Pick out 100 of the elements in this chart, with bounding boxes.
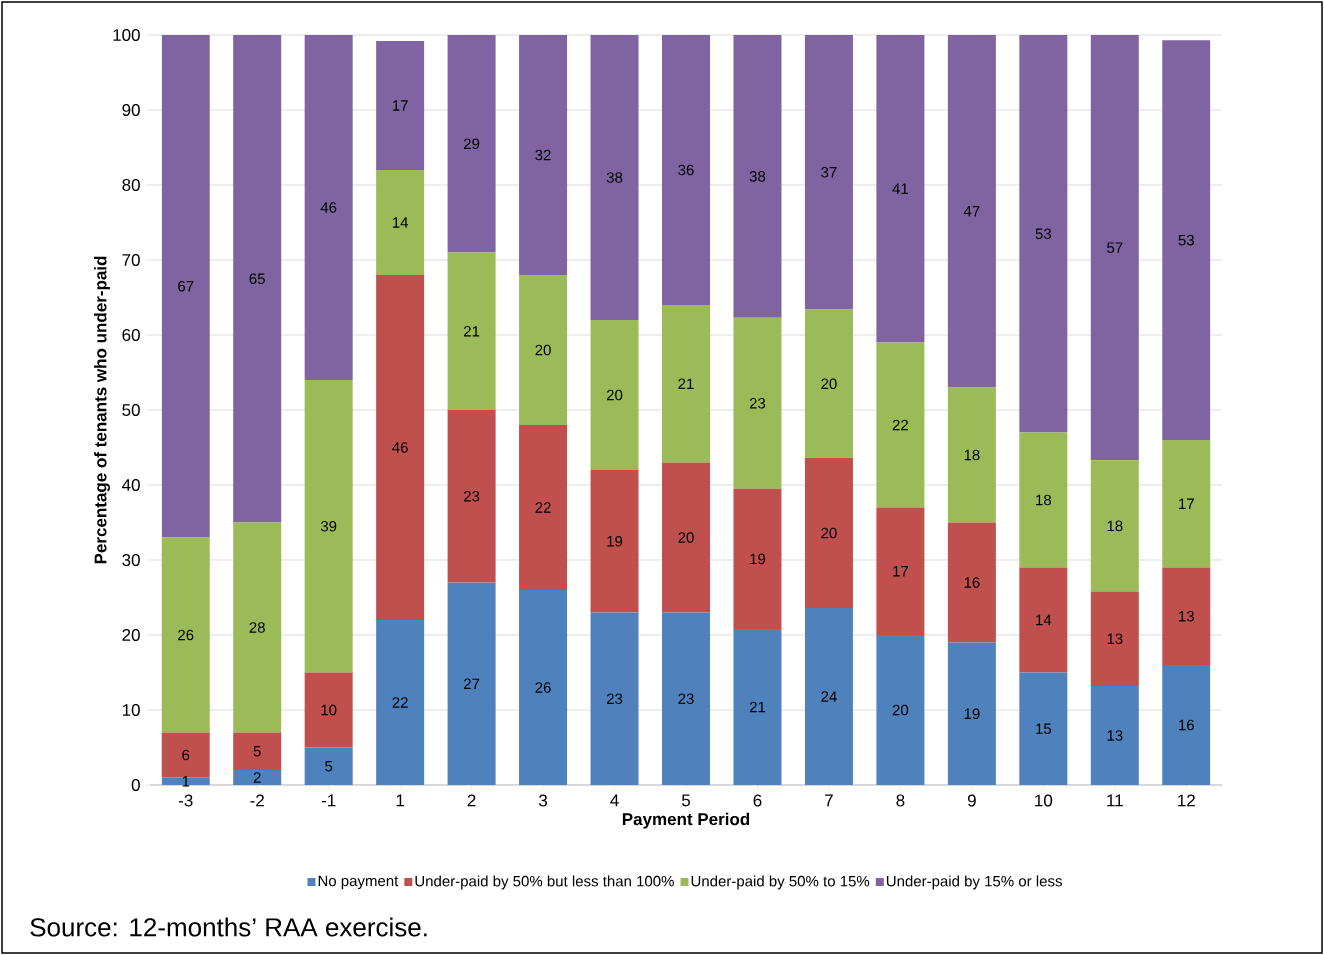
data-label: 16 <box>964 577 980 588</box>
data-label: 13 <box>1107 730 1123 741</box>
bar <box>1090 686 1139 785</box>
y-tick-label: 100 <box>113 28 140 42</box>
bar <box>519 34 568 275</box>
data-label: 18 <box>964 449 980 461</box>
x-tick-label: 7 <box>825 794 833 807</box>
data-label: 38 <box>606 172 623 183</box>
data-label: 57 <box>1107 242 1123 253</box>
y-tick-label: 20 <box>122 628 140 642</box>
bar <box>376 169 425 275</box>
y-tick-label: 90 <box>122 103 140 117</box>
y-tick-label: 70 <box>122 253 140 267</box>
bar <box>1019 672 1068 785</box>
bar <box>519 589 568 785</box>
bar <box>947 522 996 643</box>
bar <box>947 34 996 388</box>
data-label: 18 <box>1107 520 1123 532</box>
data-label: 19 <box>607 535 623 547</box>
bar <box>161 537 210 733</box>
x-tick-label: 8 <box>896 794 905 807</box>
bar <box>1019 34 1068 433</box>
data-label: 15 <box>1036 723 1052 734</box>
bar <box>376 40 425 170</box>
bar <box>733 317 782 489</box>
bar <box>876 342 925 508</box>
data-label: 17 <box>392 100 408 111</box>
x-tick-label: 10 <box>1035 794 1053 807</box>
data-label: 65 <box>249 273 265 285</box>
data-label: 6 <box>182 749 190 761</box>
data-label: 21 <box>464 326 480 337</box>
bar <box>447 409 496 583</box>
data-label: 67 <box>178 280 194 292</box>
data-label: 23 <box>464 490 480 502</box>
y-tick-label: 0 <box>131 778 140 792</box>
bar <box>376 274 425 620</box>
bar <box>590 612 639 785</box>
data-label: 5 <box>253 746 261 757</box>
data-label: 10 <box>321 704 337 716</box>
x-tick-label: 5 <box>681 794 691 807</box>
data-label: 23 <box>678 693 694 705</box>
bar <box>233 732 282 770</box>
data-label: 5 <box>325 761 333 772</box>
data-label: 26 <box>535 682 551 693</box>
bar <box>1019 567 1068 673</box>
data-label: 22 <box>535 502 551 513</box>
x-tick-label: -3 <box>178 794 193 807</box>
data-label: 20 <box>535 344 551 356</box>
y-tick-label: 60 <box>122 328 140 342</box>
data-label: 13 <box>1107 633 1123 645</box>
data-label: 2 <box>253 772 261 783</box>
data-label: 38 <box>749 171 766 182</box>
bar <box>519 424 568 590</box>
x-tick-label: 9 <box>967 794 976 807</box>
bar <box>304 379 353 673</box>
data-label: 23 <box>749 397 766 409</box>
bar <box>804 309 853 458</box>
bar <box>804 457 853 608</box>
y-tick-label: 10 <box>122 703 140 717</box>
data-label: 26 <box>178 629 194 641</box>
bar <box>1162 567 1211 665</box>
data-label: 13 <box>1179 610 1194 622</box>
bar <box>876 507 925 635</box>
data-label: 14 <box>1036 614 1052 626</box>
y-tick-label: 80 <box>122 178 140 192</box>
x-tick-label: 11 <box>1107 794 1123 807</box>
data-label: 32 <box>535 149 551 161</box>
data-label: 53 <box>1035 228 1052 240</box>
bar <box>233 522 282 733</box>
data-label: 46 <box>320 202 337 213</box>
data-label: 19 <box>964 708 980 720</box>
legend-label: No payment <box>318 875 399 890</box>
bar <box>804 608 853 785</box>
bar <box>947 642 996 785</box>
data-label: 19 <box>750 553 766 565</box>
data-label: 22 <box>392 697 408 708</box>
x-tick-label: 1 <box>396 794 405 807</box>
data-label: 23 <box>606 693 623 705</box>
bar <box>1162 40 1211 440</box>
data-label: 1 <box>182 776 190 787</box>
bar <box>733 629 782 785</box>
bar <box>590 319 639 470</box>
bar <box>662 462 711 613</box>
bar <box>733 488 782 629</box>
bar <box>304 747 353 785</box>
bar <box>804 34 853 310</box>
x-tick-label: 6 <box>753 794 762 807</box>
data-label: 20 <box>606 389 623 401</box>
data-label: 47 <box>963 206 980 217</box>
data-label: 14 <box>392 217 409 228</box>
data-label: 53 <box>1178 234 1194 246</box>
y-tick-label: 30 <box>122 553 140 567</box>
y-tick-label: 40 <box>122 478 140 492</box>
bar <box>447 582 496 785</box>
y-axis-title: Percentage of tenants who under-paid <box>94 256 110 564</box>
data-label: 21 <box>678 378 694 389</box>
data-label: 22 <box>892 419 908 431</box>
data-label: 20 <box>678 532 694 543</box>
bar <box>233 770 282 785</box>
bar <box>1090 591 1139 686</box>
